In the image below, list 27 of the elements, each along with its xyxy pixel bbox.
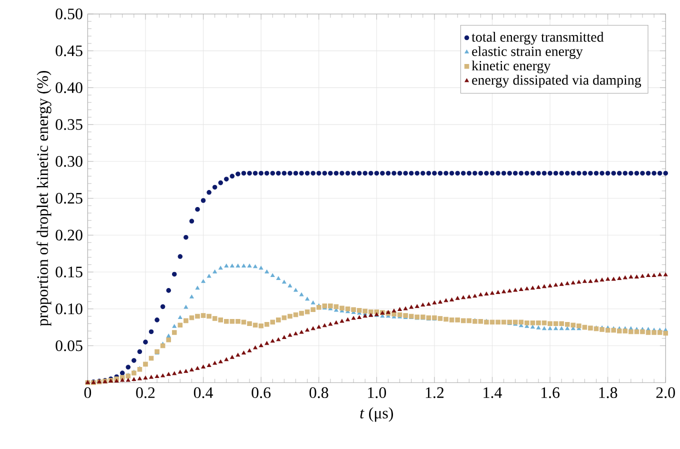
legend-label: energy dissipated via damping [472,74,642,88]
y-tick-label: 0.15 [56,266,82,278]
x-tick-label: 0.8 [310,387,328,398]
legend-label: total energy transmitted [472,32,604,44]
x-tick-label: 1.4 [484,387,502,398]
x-tick-label: 1.0 [368,387,386,398]
x-tick-label: 0.2 [136,387,155,398]
y-tick-label: 0.10 [56,303,82,314]
legend-label: elastic strain energy [472,46,583,59]
y-tick-label: 0.35 [56,118,82,130]
y-tick-label: 0.40 [56,82,82,93]
x-tick-label: 0.4 [194,387,213,398]
x-tick-label: 0.6 [252,387,271,398]
x-tick-label: 1.2 [426,387,444,398]
y-tick-label: 0.30 [56,156,82,167]
y-axis-title: proportion of droplet kinetic energy (%) [36,70,52,326]
x-tick-label: 0 [84,387,92,398]
x-axis-title: t (μs) [360,407,393,422]
legend-label: kinetic energy [472,60,551,74]
x-tick-label: 1.6 [541,387,560,398]
y-tick-label: 0.50 [56,8,82,20]
y-tick-label: 0.05 [56,340,82,351]
x-tick-label: 1.8 [599,387,618,398]
y-tick-label: 0.25 [56,192,82,204]
y-tick-label: 0.45 [56,45,82,56]
x-tick-label: 2.0 [656,387,675,398]
y-tick-label: 0.20 [56,230,82,240]
